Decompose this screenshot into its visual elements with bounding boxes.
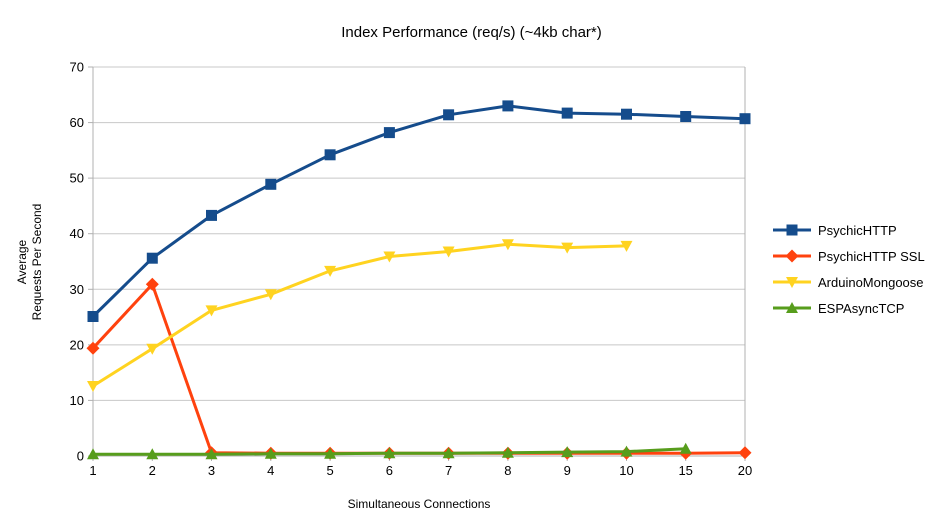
y-axis-title: Average Requests Per Second [15,204,45,321]
legend: PsychicHTTP PsychicHTTP SSL ArduinoMongo… [772,220,925,324]
data-point [442,246,455,258]
y-tick-label: 50 [70,171,84,186]
x-tick-label: 3 [208,463,215,478]
legend-label: PsychicHTTP [818,222,897,238]
data-point [206,209,217,221]
data-point [501,239,514,251]
legend-label: ArduinoMongoose [818,274,924,290]
legend-item-espasynctcp: ESPAsyncTCP [772,298,925,318]
data-point [146,448,159,460]
y-tick-label: 20 [70,337,84,352]
y-tick-label: 70 [70,60,84,75]
legend-marker-square-icon [773,224,811,236]
data-point [324,447,337,459]
data-point [502,100,514,112]
data-point [785,249,799,263]
x-tick-label: 5 [326,463,333,478]
y-tick-label: 60 [70,115,84,130]
data-point [87,381,99,392]
y-tick-label: 30 [70,282,84,297]
x-tick-label: 8 [504,463,511,478]
data-point [265,178,277,190]
y-axis-title-line1: Average [15,239,29,285]
x-tick-label: 1 [89,463,96,478]
data-point [561,107,573,119]
y-tick-label: 10 [70,393,84,408]
x-tick-label: 10 [619,463,633,478]
data-point [264,447,277,459]
data-point [87,448,99,460]
x-tick-label: 9 [564,463,571,478]
x-tick-label: 15 [678,463,692,478]
data-point [680,111,692,122]
legend-marker-diamond-icon [773,249,811,263]
data-point [86,341,100,355]
data-point [87,311,99,322]
y-tick-label: 40 [70,226,84,241]
data-point [324,265,337,277]
data-point [620,240,633,252]
y-axis-title-line2: Requests Per Second [30,203,44,321]
data-point [786,277,798,288]
data-point [501,446,514,458]
data-point [145,277,159,291]
data-point [738,446,752,460]
legend-item-psychichttp: PsychicHTTP [772,220,925,240]
legend-marker-triangle-up-icon [773,302,811,313]
x-tick-label: 20 [738,463,752,478]
legend-item-arduinomongoose: ArduinoMongoose [772,272,925,292]
legend-label: PsychicHTTP SSL [818,248,925,264]
x-tick-label: 2 [149,463,156,478]
x-tick-label: 4 [267,463,274,478]
data-point [383,447,396,459]
legend-marker-triangle-down-icon [773,277,811,288]
data-point [786,302,798,313]
data-point [442,447,455,459]
series-line [91,282,747,455]
data-point [205,448,218,460]
legend-label: ESPAsyncTCP [818,300,905,316]
data-point [561,446,574,458]
data-point [383,127,395,139]
data-point [383,251,396,263]
data-point [146,343,159,355]
data-point [679,442,692,454]
x-tick-label: 7 [445,463,452,478]
data-point [561,242,574,254]
data-point [146,252,158,264]
series-line [91,104,747,318]
x-axis-title: Simultaneous Connections [347,497,491,511]
data-point [739,113,751,125]
y-tick-label: 0 [77,449,84,464]
data-point [205,305,218,317]
series-line [91,242,628,388]
data-point [621,108,632,120]
data-point [324,149,336,161]
data-point [264,289,277,301]
chart-title: Index Performance (req/s) (~4kb char*) [341,24,602,41]
x-tick-label: 6 [386,463,393,478]
data-point [443,109,455,121]
data-point [786,224,798,236]
data-point [620,445,633,457]
legend-item-psychichttp-ssl: PsychicHTTP SSL [772,246,925,266]
